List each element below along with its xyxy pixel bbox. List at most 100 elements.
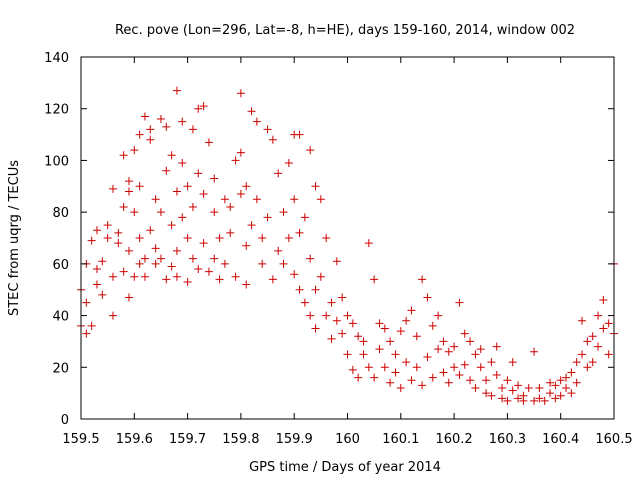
data-point bbox=[146, 135, 155, 144]
data-point bbox=[524, 383, 533, 392]
data-point bbox=[204, 267, 213, 276]
data-point bbox=[162, 122, 171, 131]
data-point bbox=[487, 358, 496, 367]
data-points bbox=[77, 86, 618, 405]
data-point bbox=[290, 195, 299, 204]
data-point bbox=[364, 363, 373, 372]
data-point bbox=[103, 221, 112, 230]
data-point bbox=[503, 376, 512, 385]
data-point bbox=[386, 337, 395, 346]
data-point bbox=[300, 298, 309, 307]
data-point bbox=[188, 202, 197, 211]
data-point bbox=[279, 208, 288, 217]
data-point bbox=[508, 386, 517, 395]
data-point bbox=[108, 272, 117, 281]
data-point bbox=[562, 383, 571, 392]
data-point bbox=[199, 239, 208, 248]
data-point bbox=[178, 213, 187, 222]
data-point bbox=[135, 259, 144, 268]
data-point bbox=[508, 358, 517, 367]
data-point bbox=[140, 112, 149, 121]
data-point bbox=[482, 389, 491, 398]
x-tick-label: 159.6 bbox=[116, 432, 153, 447]
data-point bbox=[114, 239, 123, 248]
y-axis-label: STEC from uqrg / TECUs bbox=[7, 160, 22, 316]
x-tick-label: 159.5 bbox=[62, 432, 99, 447]
data-point bbox=[540, 396, 549, 405]
x-tick-label: 160 bbox=[335, 432, 360, 447]
data-point bbox=[172, 187, 181, 196]
data-point bbox=[391, 350, 400, 359]
data-point bbox=[482, 376, 491, 385]
data-point bbox=[279, 259, 288, 268]
data-point bbox=[124, 177, 133, 186]
data-point bbox=[519, 391, 528, 400]
data-point bbox=[231, 156, 240, 165]
data-point bbox=[578, 316, 587, 325]
data-point bbox=[380, 363, 389, 372]
data-point bbox=[471, 383, 480, 392]
data-point bbox=[210, 254, 219, 263]
data-point bbox=[274, 169, 283, 178]
data-point bbox=[167, 262, 176, 271]
data-point bbox=[476, 363, 485, 372]
data-point bbox=[588, 358, 597, 367]
data-point bbox=[263, 213, 272, 222]
data-point bbox=[311, 285, 320, 294]
data-point bbox=[98, 290, 107, 299]
data-point bbox=[498, 394, 507, 403]
data-point bbox=[130, 208, 139, 217]
data-point bbox=[439, 337, 448, 346]
data-point bbox=[556, 391, 565, 400]
data-point bbox=[556, 376, 565, 385]
data-point bbox=[599, 324, 608, 333]
data-point bbox=[588, 332, 597, 341]
x-tick-label: 160.4 bbox=[542, 432, 579, 447]
x-tick-label: 159.8 bbox=[222, 432, 259, 447]
data-point bbox=[300, 213, 309, 222]
data-point bbox=[124, 246, 133, 255]
data-point bbox=[343, 350, 352, 359]
data-point bbox=[172, 246, 181, 255]
data-point bbox=[375, 319, 384, 328]
data-point bbox=[146, 226, 155, 235]
data-point bbox=[82, 329, 91, 338]
data-point bbox=[498, 383, 507, 392]
data-point bbox=[82, 298, 91, 307]
data-point bbox=[151, 259, 160, 268]
data-point bbox=[135, 182, 144, 191]
data-point bbox=[418, 275, 427, 284]
data-point bbox=[183, 234, 192, 242]
data-point bbox=[460, 360, 469, 369]
data-point bbox=[583, 337, 592, 346]
data-point bbox=[215, 275, 224, 284]
data-point bbox=[492, 371, 501, 380]
data-point bbox=[119, 267, 128, 276]
data-point bbox=[98, 257, 107, 266]
data-point bbox=[156, 208, 165, 217]
data-point bbox=[364, 239, 373, 248]
data-point bbox=[87, 321, 96, 330]
data-point bbox=[263, 125, 272, 134]
data-point bbox=[444, 378, 453, 387]
data-point bbox=[226, 202, 235, 211]
data-point bbox=[530, 347, 539, 356]
data-point bbox=[242, 241, 251, 250]
data-point bbox=[108, 311, 117, 320]
data-point bbox=[258, 259, 267, 268]
y-tick-label: 0 bbox=[61, 413, 69, 428]
data-point bbox=[396, 327, 405, 336]
y-axis-ticks: 0 20 40 60 80 100 120 140 bbox=[44, 51, 614, 428]
data-point bbox=[194, 104, 203, 113]
data-point bbox=[476, 345, 485, 354]
data-point bbox=[220, 195, 229, 204]
data-point bbox=[252, 117, 261, 126]
data-point bbox=[130, 272, 139, 281]
data-point bbox=[92, 265, 101, 274]
data-point bbox=[119, 202, 128, 211]
data-point bbox=[146, 125, 155, 134]
x-tick-label: 160.2 bbox=[435, 432, 472, 447]
data-point bbox=[471, 350, 480, 359]
data-point bbox=[119, 151, 128, 160]
data-point bbox=[380, 324, 389, 333]
